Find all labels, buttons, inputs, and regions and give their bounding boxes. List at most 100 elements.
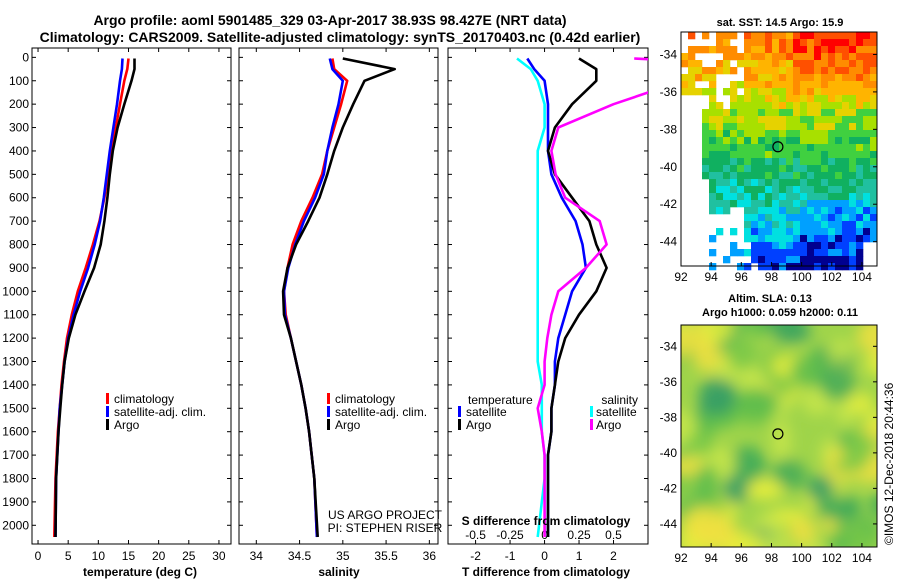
sst-cell — [807, 74, 815, 82]
sst-cell — [744, 172, 752, 180]
sst-cell — [856, 214, 864, 222]
sst-cell — [807, 88, 815, 96]
sst-cell — [821, 186, 829, 194]
sst-cell — [751, 109, 759, 117]
sst-cell — [870, 95, 878, 103]
sst-cell — [709, 67, 717, 75]
sst-cell — [793, 67, 801, 75]
sst-cell — [737, 193, 745, 201]
sst-cell — [835, 32, 843, 40]
y-tick-label: 1900 — [2, 495, 29, 509]
sst-cell — [730, 102, 738, 110]
sst-cell — [793, 39, 801, 47]
sst-cell — [751, 74, 759, 82]
sla-blob — [681, 325, 694, 360]
sst-cell — [779, 81, 787, 89]
sst-cell — [730, 81, 738, 89]
sst-cell — [863, 151, 871, 159]
sst-cell — [800, 207, 808, 215]
sst-cell — [828, 81, 836, 89]
sst-cell — [793, 151, 801, 159]
sst-cell — [863, 102, 871, 110]
x-tick-label: 34.5 — [288, 549, 312, 563]
sst-cell — [688, 88, 696, 96]
sst-cell — [828, 137, 836, 145]
sst-cell — [765, 228, 773, 236]
series-line-salinity-satellite — [516, 57, 546, 538]
y-tick-label: 500 — [9, 167, 29, 181]
legend-label-argo: Argo — [114, 418, 140, 432]
map-y-tick-label: -44 — [660, 517, 678, 531]
sst-cell — [772, 193, 780, 201]
sst-cell — [765, 151, 773, 159]
sst-cell — [835, 102, 843, 110]
y-tick-label: 300 — [9, 121, 29, 135]
sst-cell — [800, 193, 808, 201]
sst-cell — [800, 144, 808, 152]
x-tick-label: 35.5 — [374, 549, 398, 563]
map-y-tick-label: -42 — [660, 197, 678, 211]
sst-cell — [814, 123, 822, 131]
sst-cell — [702, 137, 710, 145]
series-line-argo — [546, 57, 608, 537]
x-tick-label: 30 — [212, 549, 226, 563]
sst-cell — [870, 235, 878, 243]
sst-cell — [716, 130, 724, 138]
sst-cell — [821, 158, 829, 166]
sst-cell — [849, 74, 857, 82]
sst-cell — [814, 263, 822, 271]
sst-cell — [758, 179, 766, 187]
sst-cell — [786, 165, 794, 173]
sst-cell — [863, 200, 871, 208]
sst-cell — [807, 186, 815, 194]
sst-cell — [814, 207, 822, 215]
x-tick-label: 5 — [65, 549, 72, 563]
sst-cell — [849, 39, 857, 47]
sst-cell — [702, 88, 710, 96]
sst-cell — [821, 200, 829, 208]
map-x-tick-label: 100 — [792, 270, 812, 284]
sst-cell — [835, 151, 843, 159]
sst-cell — [716, 116, 724, 124]
sst-cell — [744, 158, 752, 166]
sst-cell — [828, 88, 836, 96]
sst-cell — [807, 102, 815, 110]
sst-cell — [772, 137, 780, 145]
sst-cell — [821, 137, 829, 145]
sst-cell — [856, 193, 864, 201]
sst-cell — [849, 263, 857, 271]
sst-cell — [737, 102, 745, 110]
sst-cell — [814, 228, 822, 236]
sst-cell — [800, 67, 808, 75]
legend-swatch-t-argo — [458, 419, 461, 430]
sst-cell — [730, 172, 738, 180]
sst-cell — [821, 228, 829, 236]
sst-cell — [807, 249, 815, 257]
sst-cell — [807, 46, 815, 54]
sst-cell — [772, 116, 780, 124]
sst-cell — [751, 116, 759, 124]
sla-map-x-ticks: 92 94 96 98 100 102 104 — [674, 543, 872, 565]
sst-cell — [730, 32, 738, 40]
sst-cell — [849, 249, 857, 257]
sst-cell — [800, 186, 808, 194]
sst-cell — [800, 151, 808, 159]
sst-cell — [870, 151, 878, 159]
sst-cell — [758, 158, 766, 166]
sst-cell — [779, 256, 787, 264]
sst-cell — [786, 179, 794, 187]
sst-cell — [702, 130, 710, 138]
sst-cell — [835, 256, 843, 264]
sst-cell — [779, 102, 787, 110]
sst-cell — [870, 158, 878, 166]
sla-map-y-ticks: -34 -36 -38 -40 -42 -44 — [660, 339, 877, 531]
sst-cell — [856, 221, 864, 229]
sst-cell — [863, 130, 871, 138]
sst-cell — [723, 151, 731, 159]
map-x-tick-label: 104 — [852, 270, 872, 284]
sst-cell — [856, 130, 864, 138]
timestamp-stamp: ©IMOS 12-Dec-2018 20:44:36 — [882, 382, 896, 545]
sst-cell — [800, 109, 808, 117]
salinity-y-ticks — [239, 56, 438, 526]
sst-cell — [716, 123, 724, 131]
